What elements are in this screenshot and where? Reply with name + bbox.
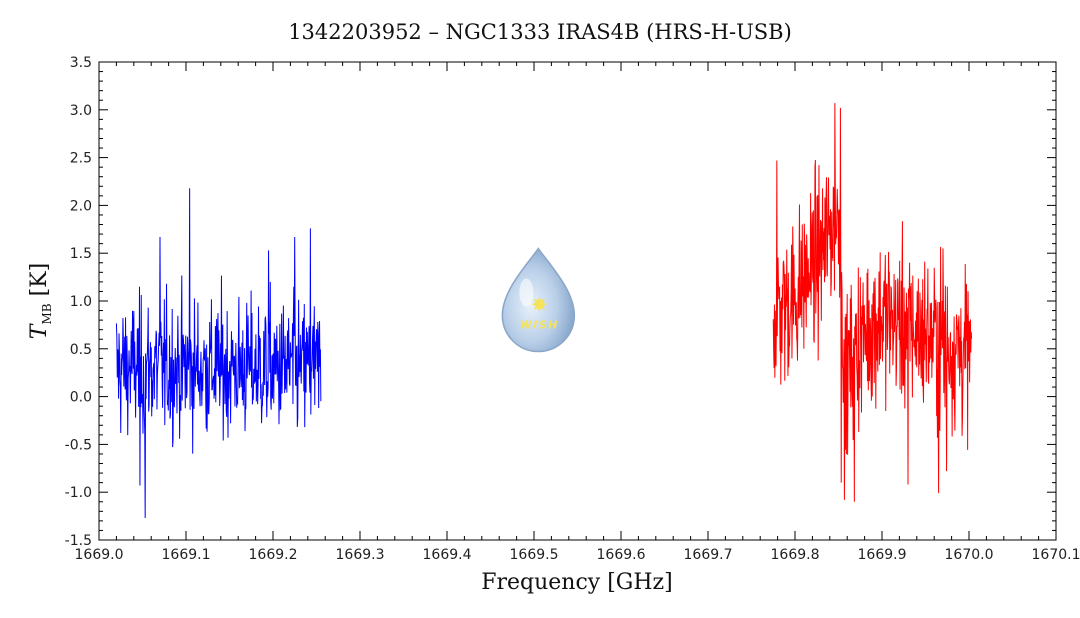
- x-axis: 1669.0 1669.1 1669.2 1669.3 1669.4 1669.5 1669…: [75, 62, 1080, 563]
- wish-logo: ✸ WISH: [501, 247, 576, 353]
- drop-icon: [501, 247, 576, 353]
- y-tick-label: 0.0: [70, 390, 92, 406]
- y-tick-label: 2.5: [70, 151, 92, 167]
- y-tick-label: 0.5: [70, 342, 92, 358]
- x-tick-label: 1669.4: [423, 547, 472, 563]
- x-tick-label: 1669.8: [771, 547, 820, 563]
- y-axis-title-unit: [K]: [27, 263, 52, 304]
- x-tick-label: 1669.6: [597, 547, 646, 563]
- x-tick-label: 1669.0: [75, 547, 124, 563]
- y-axis-title-main: T: [27, 322, 52, 339]
- series-layer: [115, 103, 973, 519]
- y-axis: 3.5 3.0 2.5 2.0 1.5 1.0 0.5 0.0 -0.5 -1.0 -1.5: [65, 55, 1056, 549]
- star-icon: ✸: [531, 293, 548, 317]
- logo-text: WISH: [520, 319, 559, 332]
- spectrum-line-1: [115, 188, 322, 519]
- y-axis-title-sub: MB: [40, 303, 54, 324]
- drop-highlight: [519, 278, 534, 307]
- chart-title: 1342203952 – NGC1333 IRAS4B (HRS-H-USB): [288, 20, 792, 44]
- x-tick-label: 1670.1: [1032, 547, 1080, 563]
- y-tick-label: 1.0: [70, 294, 92, 310]
- x-tick-label: 1670.0: [945, 547, 994, 563]
- y-tick-label: -0.5: [65, 437, 92, 453]
- y-axis-title: TMB [K]: [27, 263, 54, 339]
- y-tick-label: -1.5: [65, 533, 92, 549]
- y-tick-label: 3.0: [70, 103, 92, 119]
- x-tick-label: 1669.7: [684, 547, 733, 563]
- svg-text:TMB [K]: TMB [K]: [27, 263, 54, 339]
- x-tick-label: 1669.9: [858, 547, 907, 563]
- x-tick-label: 1669.2: [249, 547, 298, 563]
- x-tick-label: 1669.3: [336, 547, 385, 563]
- y-tick-label: 3.5: [70, 55, 92, 71]
- y-tick-label: 2.0: [70, 198, 92, 214]
- y-tick-label: 1.5: [70, 246, 92, 262]
- y-tick-label: -1.0: [65, 485, 92, 501]
- x-tick-label: 1669.5: [510, 547, 559, 563]
- spectrum-line-2: [772, 103, 973, 502]
- x-axis-title: Frequency [GHz]: [481, 570, 673, 595]
- x-tick-label: 1669.1: [162, 547, 211, 563]
